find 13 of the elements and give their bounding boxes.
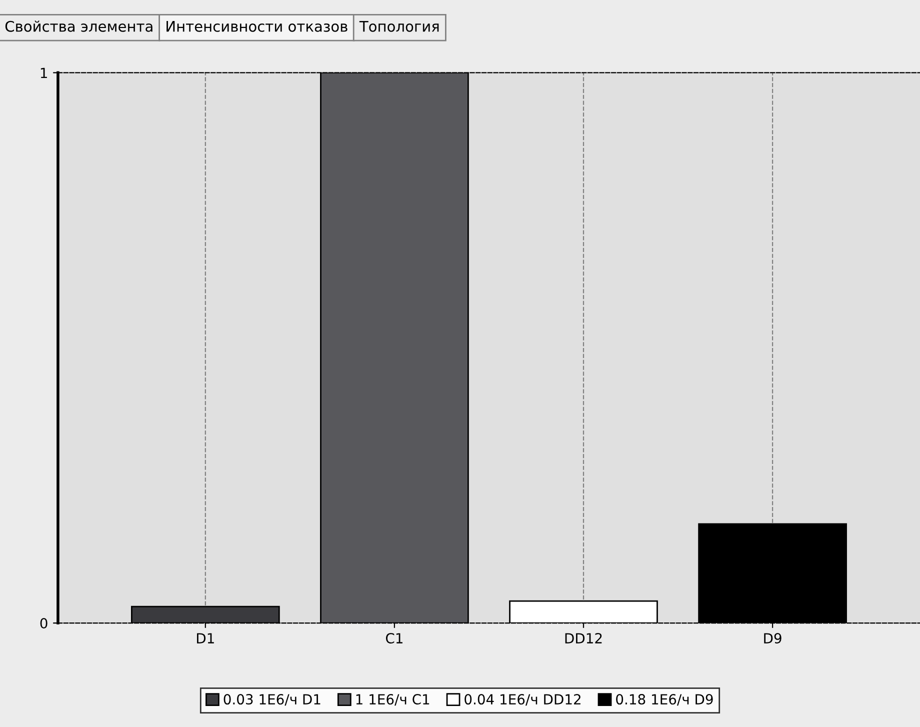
x-tick-label: C1 [386, 633, 402, 644]
legend-label: 0.18 1E6/ч D9 [616, 694, 713, 706]
legend-label: 0.03 1E6/ч D1 [224, 694, 320, 706]
text: Свойства элемента [5, 20, 152, 32]
y-tick-label: 0 [40, 618, 48, 629]
x-tick-label: D1 [197, 633, 214, 644]
x-tick-label: D9 [764, 633, 782, 644]
y-tick-label: 1 [40, 68, 47, 78]
text: Топология [359, 21, 439, 32]
legend-label: 1 1E6/ч C1 [356, 694, 430, 706]
legend-label: 0.04 1E6/ч DD12 [464, 694, 580, 706]
text: Интенсивности отказов [166, 21, 348, 32]
x-tick-label: DD12 [565, 633, 602, 644]
